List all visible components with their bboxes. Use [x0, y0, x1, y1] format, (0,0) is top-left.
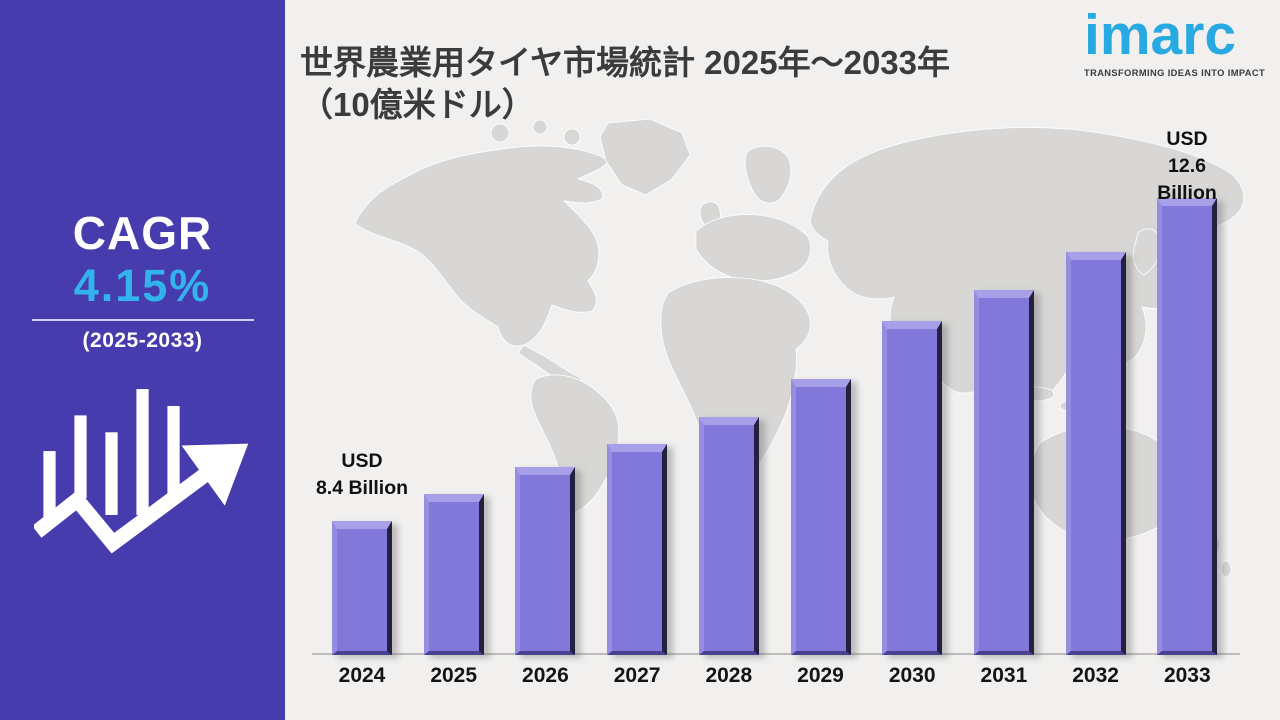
- year-label-2032: 2032: [1072, 664, 1119, 687]
- cagr-sidebar: CAGR 4.15% (2025-2033): [0, 0, 285, 720]
- year-label-2026: 2026: [522, 664, 569, 687]
- last-bar-value-line2: 12.6 Billion: [1157, 154, 1217, 204]
- divider: [31, 319, 254, 322]
- year-label-2024: 2024: [338, 664, 386, 687]
- year-label-2028: 2028: [705, 664, 753, 687]
- imarc-tagline: TRANSFORMING IDEAS INTO IMPACT: [1084, 67, 1266, 78]
- first-bar-value-label: USD 8.4 Billion: [316, 448, 408, 502]
- last-bar-value-line1: USD: [1166, 128, 1208, 150]
- year-label-2029: 2029: [797, 664, 844, 687]
- imarc-logo: imarc TRANSFORMING IDEAS INTO IMPACT: [1084, 3, 1266, 78]
- year-label-2033: 2033: [1163, 664, 1211, 687]
- year-label-2030: 2030: [888, 664, 936, 687]
- page-title-line1: 世界農業用タイヤ市場統計 2025年～2033年: [300, 44, 951, 82]
- first-bar-value-line1: USD: [341, 450, 383, 472]
- page-title-line2: （10億米ドル）: [300, 86, 535, 124]
- bar-2026: [515, 467, 576, 655]
- bar-2025: [423, 494, 484, 655]
- page-title: 世界農業用タイヤ市場統計 2025年～2033年 （10億米ドル）: [300, 42, 1080, 126]
- last-bar-value-label: USD 12.6 Billion: [1141, 126, 1234, 207]
- year-label-2031: 2031: [980, 664, 1028, 687]
- cagr-period: (2025-2033): [82, 329, 203, 353]
- bar-2024: [332, 521, 392, 655]
- cagr-value: 4.15%: [73, 260, 212, 311]
- first-bar-value-line2: 8.4 Billion: [315, 476, 409, 499]
- bar-2027: [607, 444, 668, 655]
- imarc-wordmark: imarc: [1084, 3, 1237, 67]
- bar-2028: [698, 417, 759, 655]
- bar-2030: [882, 321, 943, 655]
- x-axis-line: [312, 653, 1240, 655]
- bar-chart-growth-arrow-icon: [33, 389, 248, 554]
- bar-2033: [1157, 198, 1218, 655]
- chart-region: 世界農業用タイヤ市場統計 2025年～2033年 （10億米ドル） imarc …: [285, 0, 1280, 720]
- bar-2032: [1065, 252, 1126, 655]
- bar-2029: [790, 379, 851, 655]
- bar-2031: [973, 290, 1034, 655]
- year-label-2025: 2025: [430, 664, 478, 687]
- cagr-label: CAGR: [72, 207, 213, 259]
- year-label-2027: 2027: [613, 664, 661, 687]
